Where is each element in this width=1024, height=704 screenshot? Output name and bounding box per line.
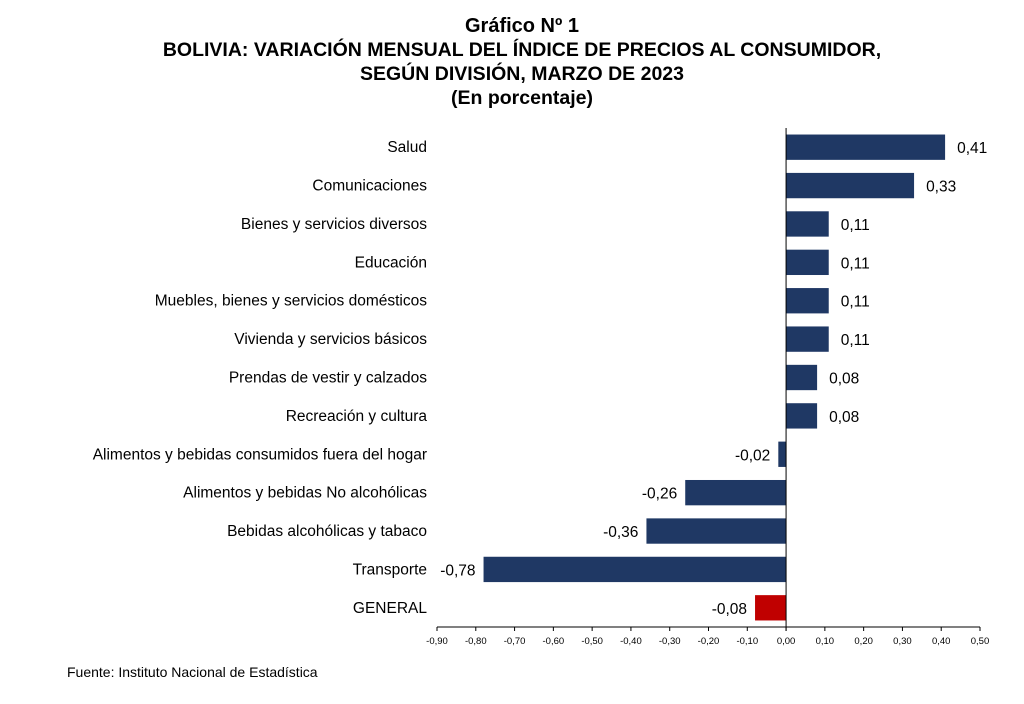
category-label: Transporte	[353, 561, 427, 578]
x-tick-label: 0,10	[816, 636, 835, 647]
bar-0	[786, 134, 946, 160]
bar-2	[786, 211, 829, 237]
category-label: Recreación y cultura	[286, 408, 428, 425]
data-label: 0,08	[829, 409, 859, 426]
x-tick-label: 0,30	[893, 636, 912, 647]
x-tick-label: -0,30	[659, 636, 681, 647]
chart-title-line-2: SEGÚN DIVISIÓN, MARZO DE 2023	[360, 63, 684, 85]
x-tick-label: 0,00	[777, 636, 796, 647]
bar-8	[778, 441, 787, 467]
data-label: 0,08	[829, 371, 859, 388]
x-tick-label: -0,70	[504, 636, 526, 647]
data-label: -0,78	[440, 562, 475, 579]
bar-12	[755, 595, 787, 621]
bar-10	[646, 518, 787, 544]
x-tick-label: -0,40	[620, 636, 642, 647]
x-tick-label: 0,50	[971, 636, 990, 647]
category-label: Prendas de vestir y calzados	[229, 370, 427, 387]
category-label: Alimentos y bebidas consumidos fuera del…	[93, 446, 427, 463]
data-label: 0,11	[841, 294, 870, 311]
category-label: Comunicaciones	[312, 178, 427, 195]
data-label: 0,41	[957, 140, 987, 157]
x-tick-label: -0,90	[426, 636, 448, 647]
category-label: GENERAL	[353, 600, 427, 617]
x-tick-label: 0,40	[932, 636, 951, 647]
data-label: 0,11	[841, 255, 870, 272]
bar-7	[786, 403, 818, 429]
category-label: Bebidas alcohólicas y tabaco	[227, 523, 427, 540]
bar-9	[685, 479, 787, 506]
bar-6	[786, 364, 818, 391]
category-label: Salud	[387, 139, 427, 156]
bar-1	[786, 172, 915, 199]
category-label: Alimentos y bebidas No alcohólicas	[183, 485, 427, 502]
chart-subtitle: (En porcentaje)	[451, 87, 593, 109]
chart-title-block: Gráfico Nº 1 BOLIVIA: VARIACIÓN MENSUAL …	[0, 14, 1024, 110]
data-label: 0,11	[841, 332, 870, 349]
bar-5	[786, 326, 829, 352]
x-tick-label: -0,50	[581, 636, 603, 647]
bar-3	[786, 249, 829, 276]
source-note: Fuente: Instituto Nacional de Estadístic…	[67, 664, 318, 680]
x-tick-label: 0,20	[854, 636, 873, 647]
x-tick-label: -0,10	[736, 636, 758, 647]
data-label: -0,26	[642, 486, 677, 503]
bar-11	[483, 556, 787, 583]
data-label: 0,33	[926, 179, 956, 196]
x-tick-label: -0,80	[465, 636, 487, 647]
bar-4	[786, 288, 829, 314]
figure-label: Gráfico Nº 1	[464, 15, 579, 37]
data-label: -0,36	[603, 524, 638, 541]
x-tick-label: -0,60	[543, 636, 565, 647]
data-label: -0,02	[735, 447, 770, 464]
category-label: Educación	[355, 254, 427, 271]
x-tick-label: -0,20	[698, 636, 720, 647]
category-label: Muebles, bienes y servicios domésticos	[155, 293, 427, 310]
data-label: 0,11	[841, 217, 870, 234]
category-label: Bienes y servicios diversos	[241, 216, 427, 233]
chart-title-line-1: BOLIVIA: VARIACIÓN MENSUAL DEL ÍNDICE DE…	[162, 39, 882, 61]
data-label: -0,08	[712, 601, 747, 618]
category-label: Vivienda y servicios básicos	[234, 331, 427, 348]
